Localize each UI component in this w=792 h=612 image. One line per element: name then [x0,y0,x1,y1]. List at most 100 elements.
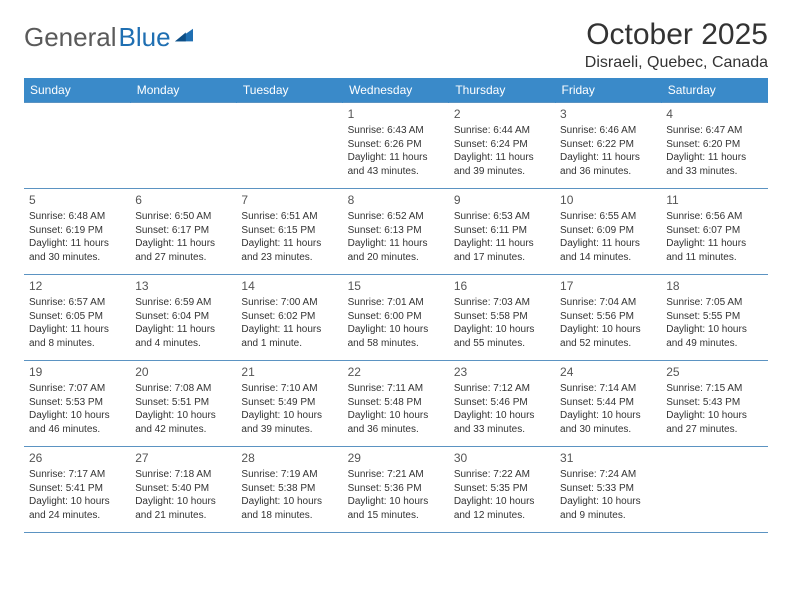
dl2-text: and 21 minutes. [135,509,231,523]
sunrise-text: Sunrise: 7:04 AM [560,296,656,310]
weekday-header: Sunday Monday Tuesday Wednesday Thursday… [24,78,768,103]
calendar-cell: 20Sunrise: 7:08 AMSunset: 5:51 PMDayligh… [130,361,236,447]
sunrise-text: Sunrise: 6:52 AM [348,210,444,224]
logo-mark-icon [175,27,193,45]
calendar-cell: 26Sunrise: 7:17 AMSunset: 5:41 PMDayligh… [24,447,130,533]
calendar-cell: 29 Sunrise: 7:21 AMSunset: 5:36 PMDayligh… [343,447,449,533]
sunset-text: Sunset: 5:55 PM [666,310,762,324]
sunrise-text: Sunrise: 6:43 AM [348,124,444,138]
calendar-cell: 4Sunrise: 6:47 AMSunset: 6:20 PMDaylight… [661,103,767,189]
sunrise-text: Sunrise: 7:21 AM [348,468,444,482]
calendar-cell [24,103,130,189]
sunrise-text: Sunrise: 6:48 AM [29,210,125,224]
dl2-text: and 49 minutes. [666,337,762,351]
day-number: 5 [29,192,125,208]
dl2-text: and 30 minutes. [29,251,125,265]
calendar-cell [130,103,236,189]
logo-text-2: Blue [119,22,171,53]
dl1-text: Daylight: 10 hours [135,409,231,423]
dl1-text: Daylight: 10 hours [560,323,656,337]
sunset-text: Sunset: 5:41 PM [29,482,125,496]
day-number: 23 [454,364,550,380]
day-number: 10 [560,192,656,208]
day-number: 12 [29,278,125,294]
calendar-cell: 5Sunrise: 6:48 AMSunset: 6:19 PMDaylight… [24,189,130,275]
sunset-text: Sunset: 6:00 PM [348,310,444,324]
sunset-text: Sunset: 5:44 PM [560,396,656,410]
dl1-text: Daylight: 10 hours [241,495,337,509]
day-number: 11 [666,192,762,208]
sunrise-text: Sunrise: 7:05 AM [666,296,762,310]
calendar-cell: 31Sunrise: 7:24 AMSunset: 5:33 PMDayligh… [555,447,661,533]
sunset-text: Sunset: 5:46 PM [454,396,550,410]
dl2-text: and 11 minutes. [666,251,762,265]
dl2-text: and 27 minutes. [666,423,762,437]
day-number: 28 [241,450,337,466]
weekday-saturday: Saturday [661,78,767,103]
dl1-text: Daylight: 11 hours [348,151,444,165]
day-number: 18 [666,278,762,294]
sunrise-text: Sunrise: 7:01 AM [348,296,444,310]
dl1-text: Daylight: 10 hours [348,495,444,509]
sunrise-text: Sunrise: 7:14 AM [560,382,656,396]
dl1-text: Daylight: 11 hours [29,323,125,337]
calendar-cell: 3Sunrise: 6:46 AMSunset: 6:22 PMDaylight… [555,103,661,189]
calendar-cell: 25Sunrise: 7:15 AMSunset: 5:43 PMDayligh… [661,361,767,447]
weekday-friday: Friday [555,78,661,103]
calendar-cell: 11Sunrise: 6:56 AMSunset: 6:07 PMDayligh… [661,189,767,275]
dl2-text: and 20 minutes. [348,251,444,265]
dl2-text: and 17 minutes. [454,251,550,265]
sunset-text: Sunset: 5:33 PM [560,482,656,496]
sunset-text: Sunset: 6:13 PM [348,224,444,238]
calendar-cell: 14Sunrise: 7:00 AMSunset: 6:02 PMDayligh… [236,275,342,361]
weekday-thursday: Thursday [449,78,555,103]
calendar-cell: 9Sunrise: 6:53 AMSunset: 6:11 PMDaylight… [449,189,555,275]
sunset-text: Sunset: 6:26 PM [348,138,444,152]
sunrise-text: Sunrise: 6:56 AM [666,210,762,224]
dl2-text: and 46 minutes. [29,423,125,437]
sunset-text: Sunset: 5:51 PM [135,396,231,410]
sunset-text: Sunset: 5:56 PM [560,310,656,324]
dl2-text: and 18 minutes. [241,509,337,523]
sunrise-text: Sunrise: 7:24 AM [560,468,656,482]
dl2-text: and 9 minutes. [560,509,656,523]
dl1-text: Daylight: 11 hours [29,237,125,251]
sunset-text: Sunset: 5:40 PM [135,482,231,496]
day-number: 30 [454,450,550,466]
day-number: 27 [135,450,231,466]
sunset-text: Sunset: 6:22 PM [560,138,656,152]
sunrise-text: Sunrise: 6:57 AM [29,296,125,310]
dl2-text: and 14 minutes. [560,251,656,265]
logo: GeneralBlue [24,18,193,53]
sunrise-text: Sunrise: 6:50 AM [135,210,231,224]
dl1-text: Daylight: 11 hours [560,151,656,165]
day-number: 19 [29,364,125,380]
day-number: 21 [241,364,337,380]
dl1-text: Daylight: 10 hours [454,495,550,509]
calendar-document: GeneralBlue October 2025 Disraeli, Quebe… [0,0,792,545]
day-number: 14 [241,278,337,294]
location: Disraeli, Quebec, Canada [585,54,768,72]
weekday-wednesday: Wednesday [343,78,449,103]
month-title: October 2025 [585,18,768,52]
dl1-text: Daylight: 10 hours [666,323,762,337]
sunrise-text: Sunrise: 7:18 AM [135,468,231,482]
sunset-text: Sunset: 6:09 PM [560,224,656,238]
sunrise-text: Sunrise: 6:59 AM [135,296,231,310]
day-number: 16 [454,278,550,294]
dl1-text: Daylight: 10 hours [560,495,656,509]
dl2-text: and 24 minutes. [29,509,125,523]
day-number: 20 [135,364,231,380]
sunset-text: Sunset: 6:02 PM [241,310,337,324]
day-number: 26 [29,450,125,466]
calendar-cell: 6Sunrise: 6:50 AMSunset: 6:17 PMDaylight… [130,189,236,275]
calendar-row: 5Sunrise: 6:48 AMSunset: 6:19 PMDaylight… [24,189,768,275]
day-number: 29 [348,450,444,466]
dl2-text: and 23 minutes. [241,251,337,265]
sunset-text: Sunset: 5:36 PM [348,482,444,496]
day-number: 1 [348,106,444,122]
dl1-text: Daylight: 10 hours [29,409,125,423]
dl2-text: and 15 minutes. [348,509,444,523]
sunrise-text: Sunrise: 6:55 AM [560,210,656,224]
dl1-text: Daylight: 11 hours [135,323,231,337]
